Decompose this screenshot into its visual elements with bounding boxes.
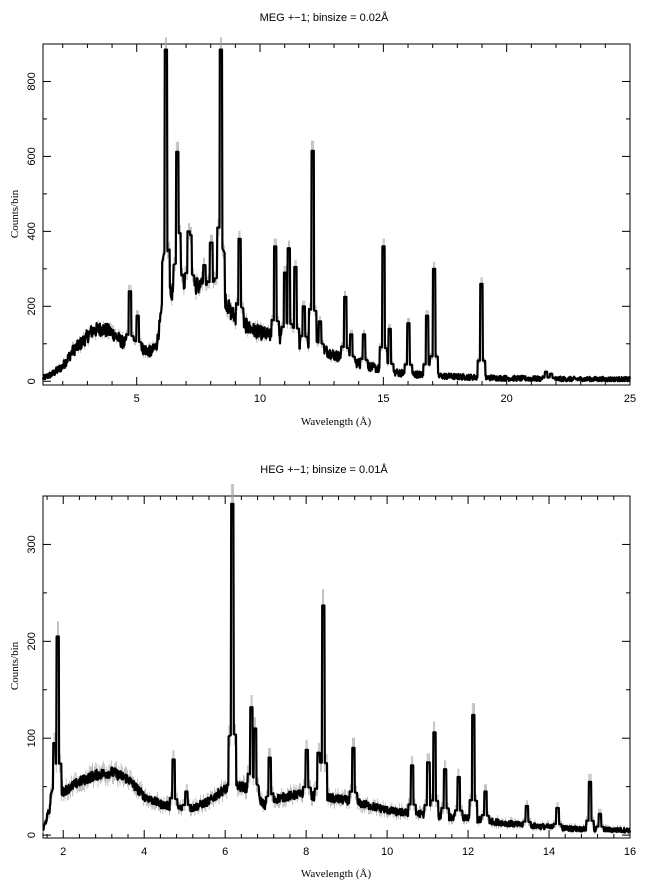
x-tick-label: 15 [377, 393, 389, 405]
y-axis-label: Counts/bin [9, 641, 21, 690]
plot-frame [42, 495, 631, 839]
y-tick-label: 600 [26, 147, 38, 165]
x-tick-label: 16 [624, 846, 636, 858]
x-tick-label: 20 [501, 393, 513, 405]
y-tick-label: 200 [26, 632, 38, 650]
x-tick-label: 8 [303, 846, 309, 858]
y-tick-label: 400 [26, 222, 38, 240]
x-tick-label: 25 [624, 393, 636, 405]
x-tick-label: 10 [254, 393, 266, 405]
chart-title: HEG +−1; binsize = 0.01Å [260, 463, 388, 476]
y-tick-label: 0 [26, 378, 38, 384]
y-tick-label: 800 [26, 72, 38, 90]
meg-panel: MEG +−1; binsize = 0.02Å Wavelength (Å) … [9, 11, 636, 428]
heg-panel: HEG +−1; binsize = 0.01Å Wavelength (Å) … [9, 463, 636, 880]
x-tick-label: 6 [222, 846, 228, 858]
x-tick-label: 14 [543, 846, 555, 858]
y-axis-label: Counts/bin [9, 189, 21, 238]
y-tick-label: 200 [26, 297, 38, 315]
x-tick-label: 4 [141, 846, 147, 858]
x-tick-label: 10 [381, 846, 393, 858]
plot-frame [42, 43, 631, 386]
x-tick-label: 5 [134, 393, 140, 405]
y-tick-label: 0 [26, 832, 38, 838]
x-axis-label: Wavelength (Å) [301, 416, 372, 428]
x-axis-label: Wavelength (Å) [301, 868, 372, 880]
y-tick-label: 300 [26, 535, 38, 553]
chart-title: MEG +−1; binsize = 0.02Å [260, 11, 389, 24]
spectrum-line [41, 48, 632, 383]
x-tick-label: 2 [60, 846, 66, 858]
x-tick-label: 12 [462, 846, 474, 858]
spectrum-line [42, 502, 632, 834]
y-tick-label: 100 [26, 729, 38, 747]
